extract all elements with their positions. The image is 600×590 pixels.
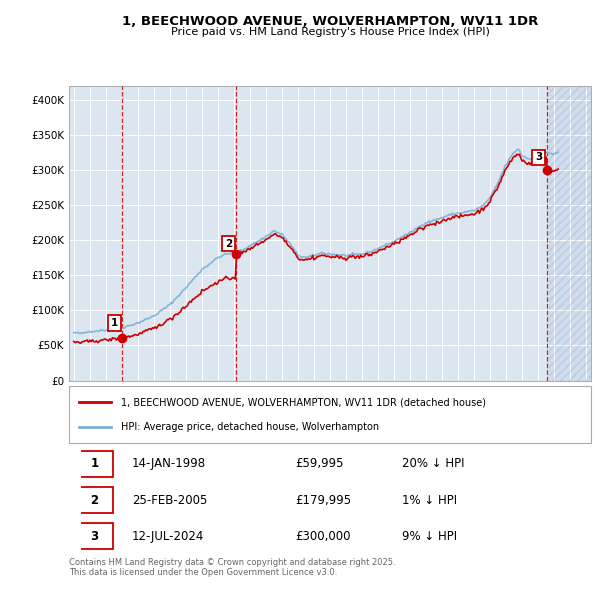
Text: 1% ↓ HPI: 1% ↓ HPI xyxy=(403,493,457,507)
Bar xyxy=(550,86,591,381)
Text: 2: 2 xyxy=(224,238,232,248)
Text: 9% ↓ HPI: 9% ↓ HPI xyxy=(403,530,457,543)
Bar xyxy=(550,86,591,381)
Text: 1: 1 xyxy=(111,318,118,328)
Text: 25-FEB-2005: 25-FEB-2005 xyxy=(132,493,208,507)
Text: £59,995: £59,995 xyxy=(295,457,344,470)
Text: £179,995: £179,995 xyxy=(295,493,352,507)
Text: HPI: Average price, detached house, Wolverhampton: HPI: Average price, detached house, Wolv… xyxy=(121,422,379,432)
Text: Price paid vs. HM Land Registry's House Price Index (HPI): Price paid vs. HM Land Registry's House … xyxy=(170,27,490,37)
Text: Contains HM Land Registry data © Crown copyright and database right 2025.
This d: Contains HM Land Registry data © Crown c… xyxy=(69,558,395,577)
Text: £300,000: £300,000 xyxy=(295,530,350,543)
FancyBboxPatch shape xyxy=(76,487,113,513)
FancyBboxPatch shape xyxy=(76,523,113,549)
FancyBboxPatch shape xyxy=(69,386,591,442)
Text: 20% ↓ HPI: 20% ↓ HPI xyxy=(403,457,465,470)
Text: 1, BEECHWOOD AVENUE, WOLVERHAMPTON, WV11 1DR (detached house): 1, BEECHWOOD AVENUE, WOLVERHAMPTON, WV11… xyxy=(121,397,486,407)
Text: 1, BEECHWOOD AVENUE, WOLVERHAMPTON, WV11 1DR: 1, BEECHWOOD AVENUE, WOLVERHAMPTON, WV11… xyxy=(122,15,538,28)
Text: 1: 1 xyxy=(90,457,98,470)
FancyBboxPatch shape xyxy=(76,451,113,477)
Text: 2: 2 xyxy=(90,493,98,507)
Text: 12-JUL-2024: 12-JUL-2024 xyxy=(132,530,205,543)
Text: 3: 3 xyxy=(90,530,98,543)
Text: 14-JAN-1998: 14-JAN-1998 xyxy=(132,457,206,470)
Text: 3: 3 xyxy=(535,152,542,162)
